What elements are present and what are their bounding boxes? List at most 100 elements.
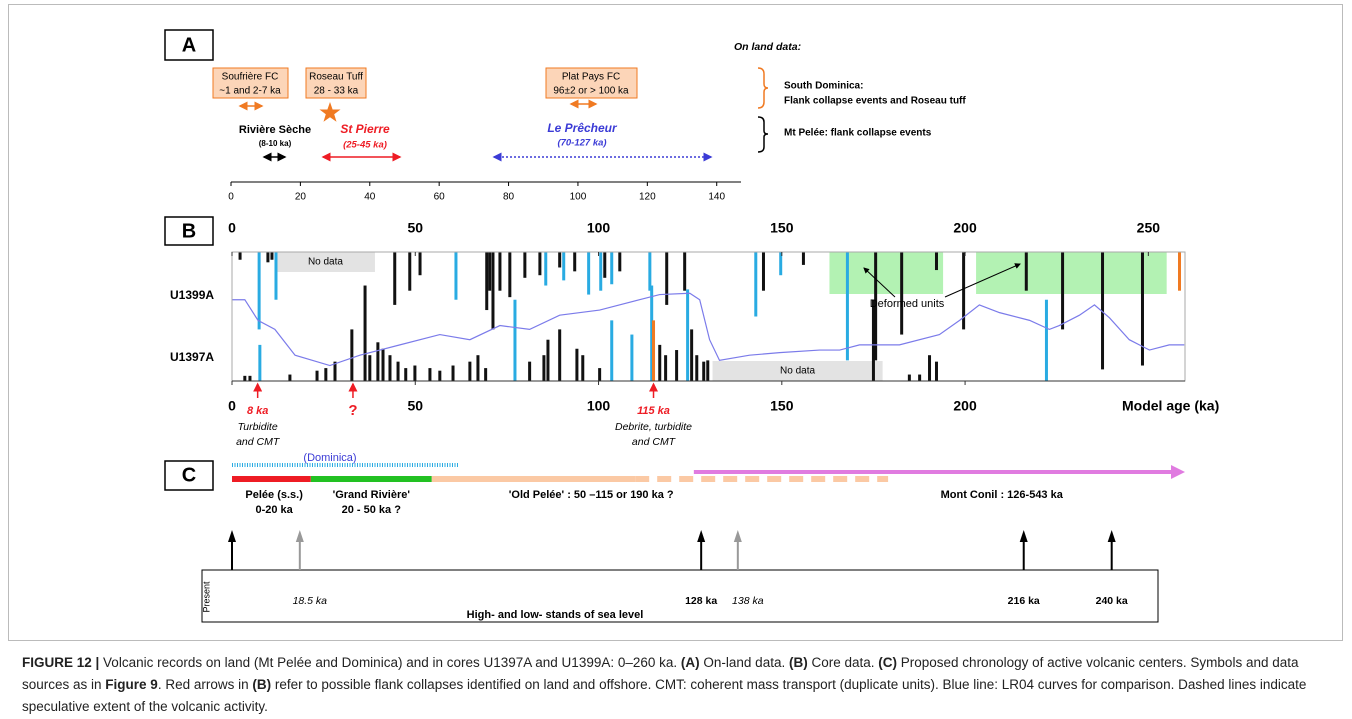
event-bar bbox=[871, 299, 875, 381]
caption-text: Proposed chronology of active volcanic c… bbox=[22, 655, 1299, 692]
event-bar bbox=[491, 252, 495, 330]
site-name: Rivière Sèche bbox=[239, 124, 311, 136]
event-bar bbox=[476, 355, 480, 381]
event-bar bbox=[610, 252, 614, 285]
sea-level-label: 128 ka bbox=[685, 595, 717, 607]
x-tick-label: 140 bbox=[708, 192, 725, 203]
x-tick-label: 100 bbox=[587, 220, 611, 236]
x-tick-label: 80 bbox=[503, 192, 515, 203]
event-bar bbox=[603, 252, 607, 278]
event-bar bbox=[675, 350, 679, 381]
event-bar bbox=[498, 252, 502, 291]
arrow-head bbox=[733, 530, 742, 542]
event-bar bbox=[546, 339, 550, 381]
caption-text: . Red arrows in bbox=[157, 677, 253, 692]
event-bar bbox=[428, 368, 432, 381]
event-bar bbox=[485, 252, 489, 311]
event-box-age: 28 - 33 ka bbox=[314, 86, 359, 97]
heading: On land data: bbox=[734, 41, 801, 53]
event-bar bbox=[544, 252, 548, 286]
event-box-title: Roseau Tuff bbox=[309, 72, 363, 83]
event-bar bbox=[934, 361, 938, 381]
x-tick-label: 120 bbox=[639, 192, 656, 203]
event-bar bbox=[664, 355, 668, 381]
event-bar bbox=[248, 375, 252, 381]
event-bar bbox=[845, 252, 849, 361]
arrow-head bbox=[1171, 465, 1185, 479]
event-bar bbox=[393, 252, 397, 305]
event-bar bbox=[542, 355, 546, 381]
event-bar bbox=[438, 370, 442, 381]
no-data-label: No data bbox=[780, 366, 815, 377]
event-bar bbox=[599, 252, 603, 291]
event-bar bbox=[630, 334, 634, 381]
event-bar bbox=[610, 320, 614, 381]
arrow-head bbox=[697, 530, 706, 542]
x-axis-label: Model age (ka) bbox=[1122, 398, 1219, 414]
event-box-age: 96±2 or > 100 ka bbox=[553, 86, 629, 97]
x-tick-label: 60 bbox=[434, 192, 446, 203]
caption-text: Figure 9 bbox=[105, 677, 158, 692]
panel-label: B bbox=[182, 220, 196, 242]
event-bar bbox=[324, 368, 328, 381]
no-data-box bbox=[712, 361, 883, 381]
sea-level-label: 18.5 ka bbox=[293, 595, 328, 607]
panel-label: A bbox=[182, 34, 196, 56]
event-bar bbox=[658, 344, 662, 381]
event-bar bbox=[418, 252, 422, 276]
core-label: U1399A bbox=[170, 288, 214, 302]
event-bar bbox=[761, 252, 765, 291]
event-label: 8 ka bbox=[247, 405, 268, 417]
event-bar bbox=[683, 252, 687, 291]
event-bar bbox=[558, 329, 562, 381]
bracket bbox=[757, 116, 769, 153]
site-range: (25-45 ka) bbox=[343, 140, 387, 151]
site-name: St Pierre bbox=[340, 122, 390, 136]
x-tick-label: 50 bbox=[407, 398, 423, 414]
x-tick-label: 100 bbox=[570, 192, 587, 203]
event-bar bbox=[257, 252, 261, 330]
center-name: 'Grand Rivière' bbox=[333, 489, 411, 501]
caption-text: On-land data. bbox=[699, 655, 789, 670]
event-bar bbox=[575, 348, 579, 381]
event-bar bbox=[484, 368, 488, 381]
event-box bbox=[212, 67, 289, 99]
event-bar bbox=[288, 374, 292, 381]
x-tick-label: 200 bbox=[953, 220, 977, 236]
event-bar bbox=[454, 252, 458, 300]
event-bar bbox=[650, 285, 654, 381]
arrow-head bbox=[1019, 530, 1028, 542]
no-data-label: No data bbox=[308, 257, 343, 268]
event-box-title: Soufrière FC bbox=[222, 72, 279, 83]
event-bar bbox=[396, 361, 400, 381]
sea-level-label: Present bbox=[201, 581, 211, 613]
event-bar bbox=[690, 329, 694, 381]
event-bar bbox=[468, 361, 472, 381]
event-bar bbox=[1101, 252, 1105, 370]
caption-text: refer to possible flank collapses identi… bbox=[22, 677, 1307, 714]
event-box-title: Plat Pays FC bbox=[562, 72, 620, 83]
event-bar bbox=[274, 252, 278, 300]
caption: FIGURE 12 | Volcanic records on land (Mt… bbox=[22, 652, 1334, 718]
dominica-label: (Dominica) bbox=[303, 452, 356, 464]
event-bar bbox=[581, 355, 585, 381]
event-bar bbox=[918, 374, 922, 381]
sea-level-label: 138 ka bbox=[732, 595, 764, 607]
event-bar bbox=[928, 355, 932, 381]
panel-label-box bbox=[164, 216, 214, 246]
event-box bbox=[545, 67, 638, 99]
caption-text: (C) bbox=[878, 655, 898, 670]
caption-text: Volcanic records on land (Mt Pelée and D… bbox=[103, 655, 681, 670]
center-name: 'Old Pelée' : 50 –115 or 190 ka ? bbox=[509, 489, 674, 501]
event-bar bbox=[363, 285, 367, 381]
annotation-arrow bbox=[863, 267, 896, 298]
site-name: Le Prêcheur bbox=[547, 121, 618, 135]
event-bar bbox=[1044, 299, 1048, 381]
event-bar bbox=[488, 252, 492, 291]
x-tick-label: 0 bbox=[228, 192, 234, 203]
event-bar bbox=[528, 361, 532, 381]
x-tick-label: 100 bbox=[587, 398, 611, 414]
event-bar bbox=[801, 252, 805, 265]
event-bar bbox=[350, 329, 354, 381]
caption-text: (B) bbox=[788, 655, 808, 670]
